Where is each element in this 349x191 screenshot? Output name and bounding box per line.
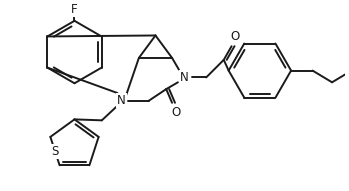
Text: O: O xyxy=(171,106,180,119)
Text: F: F xyxy=(71,3,78,16)
Text: N: N xyxy=(180,71,189,84)
Text: O: O xyxy=(231,30,240,43)
Text: N: N xyxy=(117,94,126,107)
Text: S: S xyxy=(51,145,59,158)
